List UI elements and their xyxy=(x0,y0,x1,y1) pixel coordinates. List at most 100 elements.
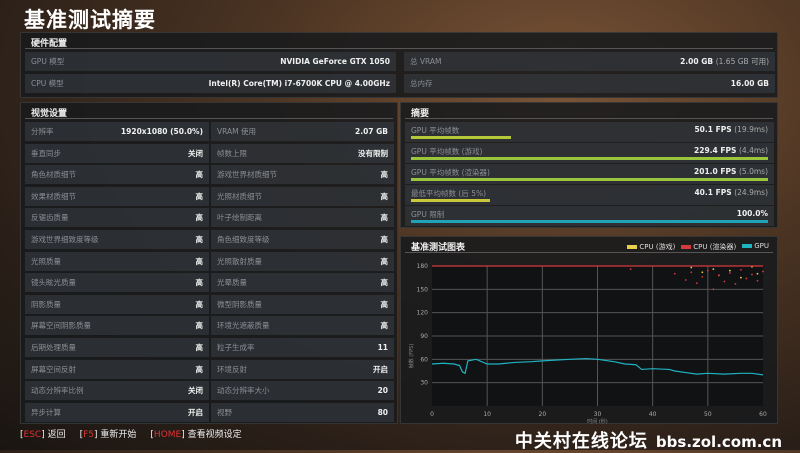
hardware-header: 硬件配置 xyxy=(25,33,773,49)
value-sub: (19.9ms) xyxy=(734,125,768,134)
value-text: 高 xyxy=(380,256,389,266)
row-value: Intel(R) Core(TM) i7-6700K CPU @ 4.00GHz xyxy=(209,79,390,88)
setting-row: VRAM 使用 2.07 GB xyxy=(211,122,394,141)
series-point-1 xyxy=(701,275,704,278)
value-text: 11 xyxy=(377,343,388,352)
row-label: 总内存 xyxy=(410,79,433,88)
watermark-line1: 中关村在线论坛 xyxy=(514,431,648,452)
row-value: 高 xyxy=(381,191,389,202)
series-point-0 xyxy=(712,268,715,271)
row-value: 高 xyxy=(196,212,204,223)
row-label: 阴影质量 xyxy=(31,299,61,309)
video-settings-panel: 视觉设置 分辨率 1920x1080 (50.0%) VRAM 使用 2.07 GB 垂… xyxy=(20,102,398,424)
setting-row: 游戏世界细致度等级 高 xyxy=(25,230,209,249)
value-sub: (4.4ms) xyxy=(739,146,768,155)
value-text: 关闭 xyxy=(188,148,203,158)
setting-row: 屏幕空间反射 高 xyxy=(25,359,209,379)
value-text: 开启 xyxy=(373,364,388,374)
hint-label: 查看视频设定 xyxy=(187,430,242,440)
hardware-panel: 硬件配置 GPU 模型 NVIDIA GeForce GTX 1050 CPU 模型… xyxy=(20,32,778,98)
chart-legend: CPU (游戏) CPU (渲染器) GPU xyxy=(627,242,769,252)
row-label: 光照材质细节 xyxy=(217,191,262,201)
row-value: 高 xyxy=(381,234,389,245)
row-label: 动态分辨率大小 xyxy=(217,386,270,396)
row-value: 高 xyxy=(381,256,389,267)
footer-hint-esc[interactable]: [ESC] 返回 xyxy=(20,430,66,440)
chart-title: 基准测试图表 xyxy=(405,237,773,253)
value-text: 2.07 GB xyxy=(355,127,388,136)
value-text: 高 xyxy=(380,170,389,180)
row-value: 1920x1080 (50.0%) xyxy=(121,127,203,136)
benchmark-chart: 30 60 90 120 150 180 0 10 20 30 40 50 60 帧数 (FPS) 时间 (… xyxy=(408,263,767,425)
row-value: 高 xyxy=(196,169,204,180)
value-text: 高 xyxy=(195,213,204,223)
row-label: VRAM 使用 xyxy=(217,127,257,136)
footer-hint-f5[interactable]: [F5] 重新开始 xyxy=(79,430,137,440)
watermark-line2: bbs.zol.com.cn xyxy=(655,433,782,451)
value-text: 高 xyxy=(380,321,389,331)
legend-label: CPU (游戏) xyxy=(639,243,676,251)
summary-row: GPU 平均帧数 (游戏) 229.4 FPS (4.4ms) xyxy=(405,143,774,163)
footer-hint-home[interactable]: [HOME] 查看视频设定 xyxy=(150,430,242,440)
legend-item: CPU (渲染器) xyxy=(681,242,736,252)
value-text: NVIDIA GeForce GTX 1050 xyxy=(280,57,390,66)
y-tick-label: 180 xyxy=(417,263,429,270)
row-label: GPU 平均帧数 xyxy=(411,126,460,135)
row-label: GPU 平均帧数 (渲染器) xyxy=(411,168,490,177)
row-label: 微型阴影质量 xyxy=(217,299,262,309)
value-text: 201.0 FPS xyxy=(694,167,737,176)
value-text: 高 xyxy=(380,235,389,244)
hint-label: 返回 xyxy=(47,430,66,440)
value-text: 高 xyxy=(195,235,204,244)
row-value: 16.00 GB xyxy=(731,79,769,88)
series-point-1 xyxy=(673,272,676,275)
setting-row: 光照质量 高 xyxy=(25,251,209,271)
series-point-1 xyxy=(740,268,742,271)
row-value: 2.00 GB (1.65 GB 可用) xyxy=(680,56,769,67)
footer-hints: [ESC] 返回 [F5] 重新开始 [HOME] 查看视频设定 xyxy=(20,427,256,440)
page-title: 基准测试摘要 xyxy=(24,8,156,32)
series-point-0 xyxy=(690,266,693,269)
value-text: 高 xyxy=(195,343,204,352)
row-label: 总 VRAM xyxy=(410,57,442,66)
hardware-row: CPU 模型 Intel(R) Core(TM) i7-6700K CPU @ 4… xyxy=(25,74,396,93)
y-tick-label: 150 xyxy=(417,286,429,293)
setting-row: 动态分辨率大小 20 xyxy=(211,381,394,401)
row-label: 视野 xyxy=(217,407,232,417)
setting-row: 后期处理质量 高 xyxy=(25,338,209,357)
setting-row: 环境反射 开启 xyxy=(211,359,394,379)
series-point-1 xyxy=(723,280,726,283)
value-text: 开启 xyxy=(188,407,203,417)
row-value: 20 xyxy=(378,386,388,395)
series-point-0 xyxy=(701,271,704,274)
row-label: 反锯齿质量 xyxy=(31,213,69,223)
value-text: 高 xyxy=(380,213,389,223)
series-point-1 xyxy=(684,279,687,281)
row-label: 光晕质量 xyxy=(217,278,247,288)
value-text: 100.0% xyxy=(736,209,768,218)
setting-row: 视野 80 xyxy=(211,402,394,422)
row-label: GPU 限制 xyxy=(411,210,445,219)
value-text: 高 xyxy=(195,364,204,374)
row-value: 高 xyxy=(381,277,389,288)
summary-header: 摘要 xyxy=(405,103,773,119)
value-sub: (5.0ms) xyxy=(739,167,768,176)
row-value: 40.1 FPS (24.9ms) xyxy=(694,188,768,197)
summary-bar xyxy=(411,136,511,139)
series-point-0 xyxy=(729,269,731,272)
value-text: 高 xyxy=(380,299,389,309)
row-value: 100.0% xyxy=(737,209,768,218)
legend-swatch xyxy=(627,245,638,249)
value-text: 高 xyxy=(380,278,389,288)
watermark: 中关村在线论坛 bbs.zol.com.cn xyxy=(515,427,782,453)
row-label: GPU 平均帧数 (游戏) xyxy=(411,147,483,156)
row-value: 80 xyxy=(378,408,388,417)
y-tick-label: 60 xyxy=(420,356,428,363)
value-text: 关闭 xyxy=(188,386,203,396)
setting-row: 角色材质细节 高 xyxy=(25,165,209,185)
series-point-1 xyxy=(729,272,731,274)
setting-row: 异步计算 开启 xyxy=(25,402,209,422)
x-tick-label: 30 xyxy=(594,411,602,418)
value-sub: (1.65 GB 可用) xyxy=(715,57,769,66)
row-value: 开启 xyxy=(188,407,203,418)
